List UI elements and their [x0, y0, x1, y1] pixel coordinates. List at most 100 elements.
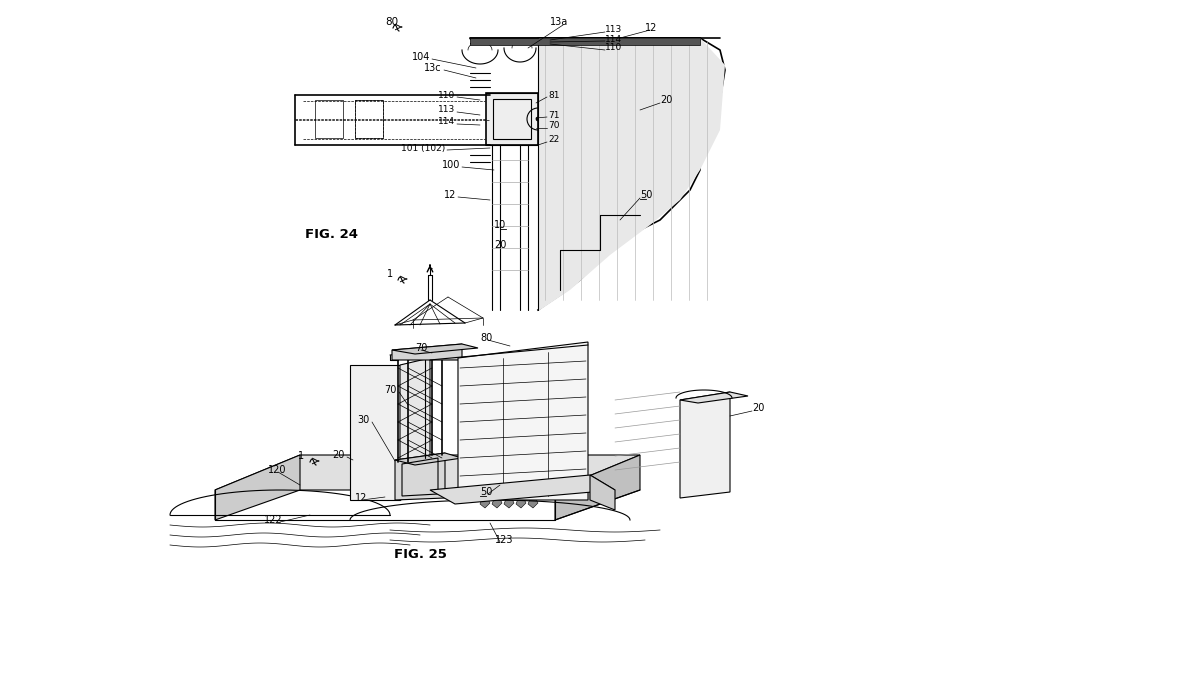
Bar	[418, 400, 426, 405]
Text: 122: 122	[264, 515, 283, 525]
Bar	[712, 444, 722, 450]
Polygon shape	[480, 499, 490, 508]
Bar	[418, 490, 426, 495]
Bar	[418, 418, 426, 423]
Bar	[368, 490, 378, 496]
Bar	[368, 400, 378, 406]
Bar	[368, 427, 378, 433]
Bar	[712, 435, 722, 441]
Bar	[354, 490, 364, 496]
Bar	[354, 481, 364, 487]
Bar	[354, 463, 364, 469]
Bar	[354, 400, 364, 406]
Polygon shape	[392, 344, 462, 360]
Bar	[418, 463, 426, 468]
Bar	[404, 409, 413, 414]
Bar	[698, 471, 708, 477]
Text: 113: 113	[605, 26, 623, 34]
Bar	[354, 436, 364, 442]
Text: 80: 80	[385, 17, 398, 27]
Text: 20: 20	[752, 403, 764, 413]
Bar	[712, 462, 722, 468]
Bar	[354, 373, 364, 379]
Bar	[368, 463, 378, 469]
Text: 20: 20	[332, 450, 346, 460]
Polygon shape	[492, 499, 502, 508]
Polygon shape	[395, 453, 462, 465]
Bar	[354, 391, 364, 397]
Text: 104: 104	[412, 52, 430, 62]
Bar	[684, 417, 694, 423]
Bar	[314, 100, 343, 138]
Bar	[418, 472, 426, 477]
Text: 1: 1	[298, 451, 304, 461]
Text: 80: 80	[480, 333, 492, 343]
Bar	[698, 453, 708, 459]
Bar	[354, 445, 364, 451]
Text: 70: 70	[548, 122, 559, 130]
Bar	[382, 382, 392, 388]
Text: 70: 70	[385, 385, 397, 395]
Polygon shape	[504, 499, 514, 508]
Polygon shape	[554, 455, 640, 520]
Bar	[404, 391, 413, 396]
Bar	[684, 480, 694, 486]
Bar	[382, 436, 392, 442]
Bar	[354, 472, 364, 478]
Bar	[712, 480, 722, 486]
Polygon shape	[350, 365, 400, 500]
Text: 13c: 13c	[425, 63, 442, 73]
Text: 20: 20	[494, 240, 506, 250]
Bar	[382, 445, 392, 451]
Bar	[684, 444, 694, 450]
Bar	[354, 409, 364, 415]
Bar	[418, 436, 426, 441]
Bar	[368, 481, 378, 487]
Bar	[355, 100, 383, 138]
Text: 20: 20	[660, 95, 672, 105]
Polygon shape	[538, 38, 725, 310]
Text: 113: 113	[438, 105, 455, 115]
Bar	[684, 408, 694, 414]
Text: 50: 50	[480, 487, 492, 497]
Bar	[404, 427, 413, 432]
Bar	[404, 382, 413, 387]
Bar	[698, 417, 708, 423]
Bar	[368, 418, 378, 424]
Bar	[354, 418, 364, 424]
Bar	[382, 409, 392, 415]
Bar	[418, 481, 426, 486]
Text: FIG. 25: FIG. 25	[394, 549, 446, 562]
Bar	[404, 490, 413, 495]
Bar	[382, 418, 392, 424]
Bar	[382, 400, 392, 406]
Bar	[404, 463, 413, 468]
Bar	[684, 453, 694, 459]
Bar	[354, 454, 364, 460]
Bar	[368, 391, 378, 397]
Text: 110: 110	[438, 90, 455, 99]
Bar	[404, 400, 413, 405]
Bar	[368, 436, 378, 442]
Polygon shape	[680, 392, 730, 498]
Bar	[354, 382, 364, 388]
Bar	[712, 471, 722, 477]
Text: 12: 12	[355, 493, 367, 503]
Polygon shape	[215, 455, 640, 490]
Bar	[382, 454, 392, 460]
Bar	[368, 409, 378, 415]
Text: 12: 12	[646, 23, 658, 33]
Text: 100: 100	[442, 160, 460, 170]
Circle shape	[536, 117, 540, 121]
Text: 71: 71	[548, 111, 559, 119]
Bar	[382, 472, 392, 478]
Polygon shape	[392, 344, 478, 354]
Text: 1: 1	[386, 269, 394, 279]
Bar	[418, 391, 426, 396]
Bar	[404, 436, 413, 441]
Bar	[684, 471, 694, 477]
Bar	[368, 382, 378, 388]
Bar	[698, 444, 708, 450]
Bar	[712, 408, 722, 414]
Bar	[368, 454, 378, 460]
